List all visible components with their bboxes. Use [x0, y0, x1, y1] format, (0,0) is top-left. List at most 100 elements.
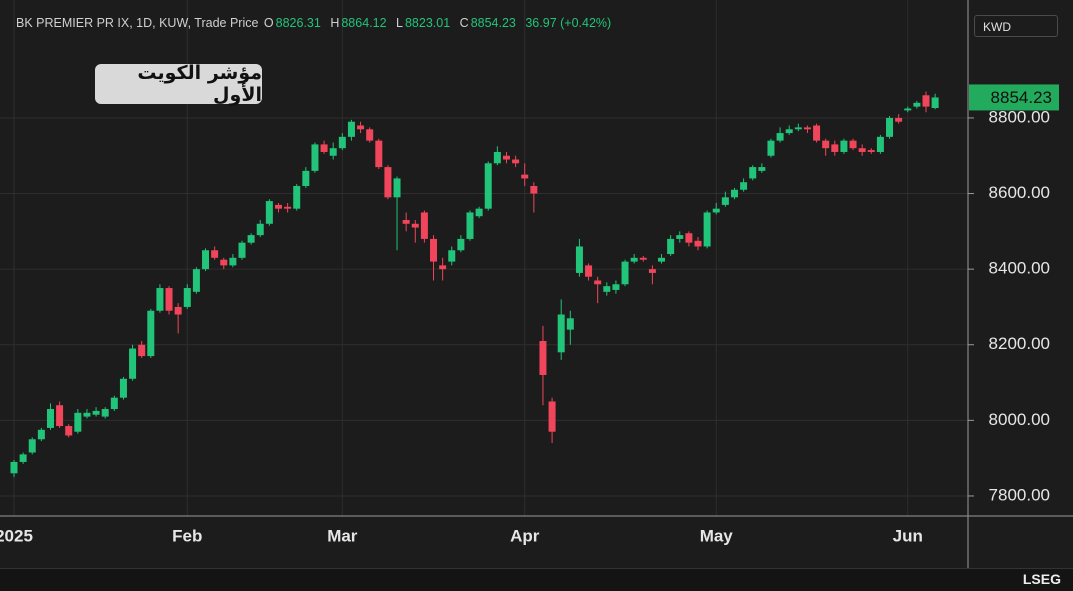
- candle-body: [110, 397, 118, 410]
- candle-body: [192, 269, 200, 292]
- x-tick-label: Feb: [172, 526, 202, 545]
- candle-body: [238, 242, 246, 258]
- candle-body: [174, 306, 182, 315]
- candle-body: [493, 151, 501, 164]
- y-tick-label: 8600.00: [989, 183, 1050, 202]
- close-value: 8854.23: [470, 16, 516, 30]
- change: 36.97 (+0.42%): [525, 16, 612, 30]
- candle-body: [211, 250, 219, 258]
- candle-body: [904, 108, 912, 111]
- candle-body: [65, 426, 73, 436]
- chart: 7800.00 8000.00 8200.00 8400.00 8600.00 8800.…: [0, 0, 1073, 568]
- currency-button[interactable]: KWD: [974, 15, 1058, 37]
- footer: LSEG: [0, 568, 1073, 591]
- candle-body: [119, 378, 127, 398]
- candle-body: [138, 344, 146, 357]
- candle-body: [92, 410, 100, 415]
- candle-body: [676, 235, 684, 239]
- candle-body: [156, 288, 164, 311]
- candle-body: [557, 314, 565, 353]
- candle-body: [475, 208, 483, 217]
- candle-body: [101, 409, 109, 417]
- candle-body: [320, 144, 328, 152]
- x-tick-label: Jun: [893, 526, 923, 545]
- candle-body: [876, 136, 884, 152]
- candle-body: [484, 163, 492, 209]
- candle-body: [430, 238, 438, 262]
- candle-body: [293, 185, 301, 209]
- candle-body: [512, 159, 520, 164]
- candle-body: [539, 340, 547, 375]
- candle-body: [630, 257, 638, 262]
- candle-body: [357, 125, 365, 130]
- candle-body: [813, 125, 821, 141]
- brand: LSEG: [1022, 571, 1061, 587]
- candle-body: [384, 167, 392, 198]
- low-prefix: L: [396, 16, 403, 30]
- candle-body: [776, 133, 784, 141]
- candle-body: [566, 318, 574, 330]
- candle-body: [46, 409, 54, 428]
- candle-body: [411, 223, 419, 228]
- candle-body: [420, 212, 428, 239]
- close-prefix: C: [459, 16, 469, 30]
- candle-body: [347, 121, 355, 137]
- candle-body: [37, 429, 45, 440]
- plot: [10, 91, 939, 478]
- candle-body: [229, 257, 237, 266]
- candle-body: [448, 250, 456, 262]
- candle-body: [28, 439, 36, 453]
- candle-body: [375, 140, 383, 168]
- candle-body: [247, 235, 255, 243]
- candle-body: [147, 310, 155, 357]
- low-value: 8823.01: [404, 16, 451, 30]
- candle-body: [785, 129, 793, 134]
- candle-body: [366, 129, 374, 141]
- last-price-tag: [969, 84, 1059, 111]
- candle-body: [302, 170, 310, 186]
- symbol: BK PREMIER PR IX, 1D, KUW, Trade Price: [16, 16, 259, 30]
- candle-body: [803, 127, 811, 130]
- candle-body: [612, 284, 620, 290]
- candle-body: [56, 405, 64, 427]
- candle-body: [822, 140, 830, 149]
- candle-body: [402, 220, 410, 224]
- candle-body: [867, 150, 875, 152]
- y-tick-label: 7800.00: [989, 485, 1050, 504]
- candle-body: [603, 286, 611, 292]
- candle-body: [256, 223, 264, 236]
- candle-body: [831, 144, 839, 152]
- candle-body: [931, 97, 939, 108]
- candle-body: [10, 461, 18, 474]
- candle-body: [521, 174, 529, 179]
- candle-body: [338, 136, 346, 149]
- candle-body: [858, 148, 866, 152]
- candle-body: [502, 155, 510, 160]
- candle-body: [530, 185, 538, 194]
- candle-body: [129, 348, 137, 379]
- candle-body: [165, 288, 173, 311]
- annotation: مؤشر الكويت الأول: [95, 62, 262, 106]
- x-tick-label: Apr: [510, 526, 540, 545]
- candle-body: [749, 167, 757, 179]
- candle-body: [329, 148, 337, 156]
- high-prefix: H: [330, 16, 340, 30]
- y-tick-label: 8000.00: [989, 410, 1050, 429]
- candle-body: [703, 212, 711, 247]
- candle-body: [721, 197, 729, 205]
- candle-body: [575, 246, 583, 273]
- candle-body: [585, 265, 593, 277]
- last-price-label: 8854.23: [991, 88, 1052, 107]
- candle-body: [19, 454, 27, 462]
- candle-body: [922, 95, 930, 107]
- candle-body: [886, 117, 894, 137]
- candle-body: [183, 288, 191, 307]
- candle-body: [712, 208, 720, 213]
- candle-body: [740, 182, 748, 190]
- candle-body: [393, 178, 401, 198]
- candle-body: [694, 240, 702, 247]
- candle-body: [83, 412, 91, 417]
- x-tick-label: Mar: [327, 526, 358, 545]
- candle-body: [758, 167, 766, 171]
